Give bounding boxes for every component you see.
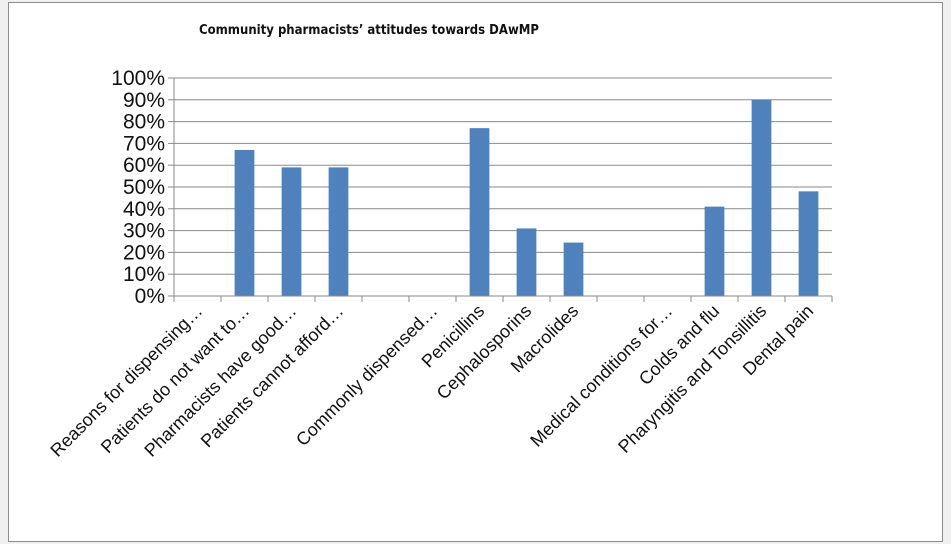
y-tick-label: 60%: [123, 154, 165, 177]
y-tick-label: 0%: [135, 285, 165, 308]
y-tick-label: 100%: [111, 67, 165, 90]
y-tick-labels: 0%10%20%30%40%50%60%70%80%90%100%: [111, 67, 165, 308]
chart-title: Community pharmacists’ attitudes towards…: [199, 23, 539, 38]
bar: [328, 167, 349, 296]
gridlines: [174, 77, 832, 275]
y-tick-label: 80%: [123, 111, 165, 134]
bar-chart: Community pharmacists’ attitudes towards…: [46, 23, 833, 461]
bar: [704, 206, 725, 296]
bars: [234, 99, 819, 296]
bar: [751, 99, 772, 296]
y-tick-label: 30%: [123, 220, 165, 243]
bar: [563, 242, 584, 296]
y-tick-label: 50%: [123, 176, 165, 199]
bar: [516, 228, 537, 296]
x-tick-labels: Reasons for dispensing…Patients do not w…: [46, 301, 817, 461]
bar: [469, 128, 490, 296]
y-tick-label: 70%: [123, 132, 165, 155]
bar: [798, 191, 819, 296]
y-tick-label: 40%: [123, 198, 165, 221]
bar: [281, 167, 302, 296]
chart-frame: Community pharmacists’ attitudes towards…: [8, 2, 943, 542]
y-tick-label: 20%: [123, 241, 165, 264]
y-tick-label: 10%: [123, 263, 165, 286]
axes: [168, 77, 833, 302]
y-tick-label: 90%: [123, 89, 165, 112]
bar: [234, 149, 255, 296]
